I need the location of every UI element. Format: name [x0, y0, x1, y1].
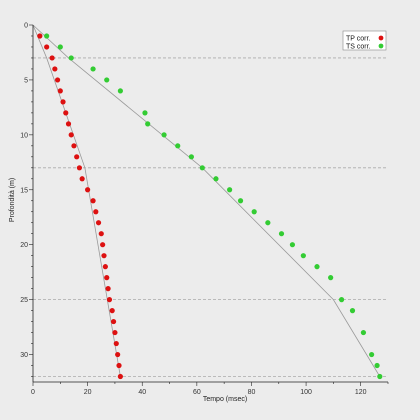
- tp-point: [79, 176, 85, 182]
- tp-point: [115, 351, 121, 358]
- tp-point: [57, 88, 63, 94]
- ts-point: [349, 308, 356, 314]
- ts-point: [237, 198, 244, 204]
- ts-point: [44, 33, 50, 39]
- tp-point: [90, 198, 96, 204]
- legend-label: TS corr.: [346, 43, 371, 50]
- x-tick-label: 0: [31, 389, 35, 396]
- tp-point: [44, 44, 50, 50]
- tp-point: [101, 253, 107, 259]
- ts-point: [328, 275, 334, 281]
- y-tick-label: 5: [24, 77, 28, 84]
- data-points: [37, 33, 383, 380]
- ts-point: [142, 110, 148, 116]
- tp-point: [71, 143, 77, 149]
- ts-point: [145, 121, 151, 127]
- tp-point: [63, 110, 69, 116]
- y-tick-label: 10: [20, 132, 28, 139]
- tp-point: [102, 264, 108, 270]
- x-tick-label: 40: [138, 389, 146, 396]
- tp-point: [106, 297, 113, 303]
- tp-point: [85, 187, 91, 193]
- ts-point: [68, 55, 74, 61]
- ts-point: [369, 351, 375, 358]
- ts-point: [278, 231, 285, 237]
- ts-point: [338, 297, 345, 303]
- tp-point: [76, 165, 83, 171]
- tp-point: [52, 66, 58, 72]
- tp-point: [49, 55, 55, 61]
- ts-point: [251, 209, 257, 215]
- ts-point: [300, 253, 306, 259]
- legend-box: [342, 30, 387, 51]
- tp-point: [65, 121, 72, 127]
- y-axis-label: Profondità (m): [9, 178, 16, 222]
- tp-point: [110, 318, 117, 325]
- x-tick-label: 80: [248, 389, 256, 396]
- ts-point: [314, 264, 320, 270]
- x-tick-label: 100: [300, 389, 312, 396]
- ts-point: [57, 44, 63, 50]
- tp-point: [60, 99, 66, 105]
- x-tick-label: 20: [84, 389, 92, 396]
- legend-label: TP corr.: [346, 35, 370, 42]
- tp-point: [105, 286, 111, 292]
- tp-point: [117, 373, 123, 380]
- legend-marker: [378, 43, 384, 49]
- tp-point: [37, 33, 43, 39]
- x-axis-ticks: 0 20 40 60 80 100 120: [31, 382, 389, 396]
- plot-area: [33, 25, 388, 382]
- ts-point: [117, 88, 123, 94]
- tp-point: [109, 308, 115, 314]
- x-tick-label: 60: [193, 389, 201, 396]
- ts-point: [104, 77, 110, 83]
- tp-point: [68, 132, 74, 138]
- axes: [32, 25, 388, 383]
- ts-point: [161, 132, 167, 138]
- y-tick-label: 30: [20, 352, 28, 359]
- y-tick-label: 20: [20, 242, 28, 249]
- tp-point: [74, 154, 80, 160]
- ts-point: [188, 154, 194, 160]
- ts-point: [227, 187, 233, 193]
- ts-point: [265, 220, 271, 226]
- y-tick-label: 15: [20, 187, 28, 194]
- ts-point: [213, 176, 219, 182]
- tp-point: [116, 362, 122, 369]
- legend-marker: [378, 35, 384, 41]
- tp-point: [112, 329, 118, 336]
- ts-point: [377, 373, 383, 380]
- ts-point: [374, 362, 380, 369]
- y-axis-ticks: 0 5 10 15 20 25 30: [20, 23, 33, 377]
- ts-point: [175, 143, 181, 149]
- x-tick-label: 120: [355, 389, 367, 396]
- legend: TP corr.TS corr.: [342, 30, 387, 51]
- ts-point: [199, 165, 205, 171]
- tp-point: [98, 231, 104, 237]
- y-tick-label: 25: [20, 297, 28, 304]
- x-axis-label: Tempo (msec): [203, 396, 247, 403]
- layer-boundaries: [33, 57, 388, 377]
- tp-point: [93, 209, 99, 215]
- y-tick-label: 0: [24, 23, 28, 30]
- ts-point: [289, 242, 296, 248]
- tp-point: [113, 340, 119, 347]
- ts-point: [90, 66, 96, 72]
- ts-point: [360, 329, 367, 336]
- tp-point: [100, 242, 106, 248]
- tp-point: [95, 220, 102, 226]
- tp-point: [54, 77, 61, 83]
- tp-point: [104, 275, 110, 281]
